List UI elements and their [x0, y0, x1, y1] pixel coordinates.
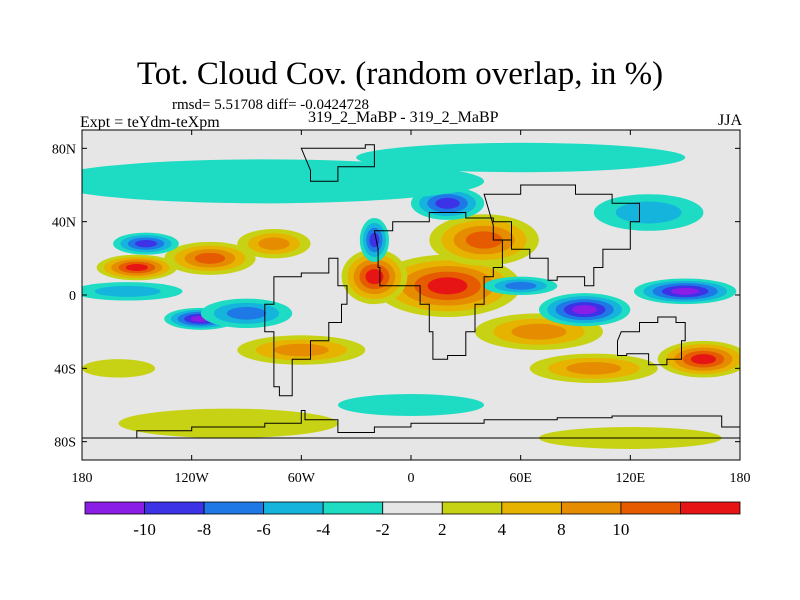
colorbar-box-8 — [560, 501, 622, 515]
experiment-pair-label: 319_2_MaBP - 319_2_MaBP — [308, 109, 499, 126]
x-tick-label-1: 120W — [175, 471, 210, 486]
colorbar-box-6 — [441, 501, 503, 515]
experiment-label: Expt = teYdm-teXpm — [80, 114, 220, 131]
coastline-3 — [617, 316, 686, 366]
colorbar-box-7 — [501, 501, 562, 515]
colorbar-box-10 — [680, 501, 741, 515]
axes: 180 120W 60W 0 60E 120E 180 80N 40N 0 40S 80S — [52, 130, 751, 486]
y-tick-label-4: 80S — [54, 436, 76, 451]
coastline-outline — [82, 144, 740, 439]
colorbar-box-2 — [203, 501, 265, 515]
field-blob-18-3 — [435, 197, 460, 209]
field-blob-15-4 — [572, 305, 598, 315]
y-tick-label-0: 80N — [52, 142, 76, 157]
colorbar-box-3 — [263, 501, 324, 515]
field-blob-19-3 — [369, 232, 380, 248]
x-tick-label-3: 0 — [408, 471, 415, 486]
colorbar-box-9 — [620, 501, 681, 515]
field-blob-6-2 — [226, 307, 267, 320]
colorbar: -10 -8 -6 -4 -2 2 4 8 10 — [84, 501, 741, 539]
y-tick-label-3: 40S — [54, 362, 76, 377]
colorbar-label-5: 2 — [438, 520, 447, 539]
coastline-4 — [82, 410, 740, 439]
field-blob-20-0 — [82, 159, 485, 204]
field-blob-12-2 — [511, 323, 567, 340]
field-blob-9-4 — [427, 277, 468, 295]
colorbar-label-6: 4 — [498, 520, 507, 539]
coastline-2 — [483, 184, 640, 287]
coastline-0 — [264, 257, 348, 397]
colorbar-box-0 — [84, 501, 145, 515]
colorbar-label-4: -2 — [376, 520, 390, 539]
colorbar-label-2: -6 — [257, 520, 271, 539]
colorbar-box-4 — [322, 501, 384, 515]
colorbar-label-0: -10 — [133, 520, 156, 539]
colorbar-label-1: -8 — [197, 520, 211, 539]
field-blob-11-4 — [365, 269, 384, 285]
field-blob-8-2 — [273, 343, 329, 357]
field-blob-22-1 — [615, 201, 682, 224]
x-tick-label-4: 60E — [509, 471, 532, 486]
colorbar-label-7: 8 — [557, 520, 566, 539]
field-blob-4-3 — [134, 239, 157, 248]
colorbar-label-8: 10 — [612, 520, 629, 539]
field-blob-2-2 — [258, 237, 290, 250]
field-blob-13-2 — [566, 362, 622, 375]
stats-label: rmsd= 5.51708 diff= -0.0424728 — [172, 97, 370, 113]
x-tick-label-0: 180 — [72, 471, 93, 486]
field-blob-1-3 — [194, 252, 226, 264]
field-blob-25-0 — [337, 394, 485, 416]
field-blob-7-0 — [82, 359, 156, 378]
colorbar-box-5 — [382, 501, 443, 515]
field-blob-3-1 — [94, 285, 161, 297]
x-tick-label-6: 180 — [730, 471, 751, 486]
field-blob-14-4 — [690, 354, 716, 365]
field-blob-17-2 — [504, 281, 537, 290]
field-blob-21-0 — [356, 142, 686, 173]
x-tick-label-2: 60W — [288, 471, 316, 486]
chart-title: Tot. Cloud Cov. (random overlap, in %) — [136, 56, 664, 92]
coastline-5 — [300, 144, 375, 182]
season-label: JJA — [717, 112, 742, 129]
y-tick-label-1: 40N — [52, 216, 76, 231]
field-blob-16-4 — [671, 287, 700, 295]
colorbar-box-1 — [144, 501, 205, 515]
field-blob-0-4 — [125, 264, 148, 271]
x-tick-label-5: 120E — [616, 471, 646, 486]
contour-field — [82, 142, 740, 449]
coastline-1 — [373, 212, 512, 360]
y-tick-label-2: 0 — [69, 289, 76, 304]
colorbar-label-3: -4 — [316, 520, 331, 539]
